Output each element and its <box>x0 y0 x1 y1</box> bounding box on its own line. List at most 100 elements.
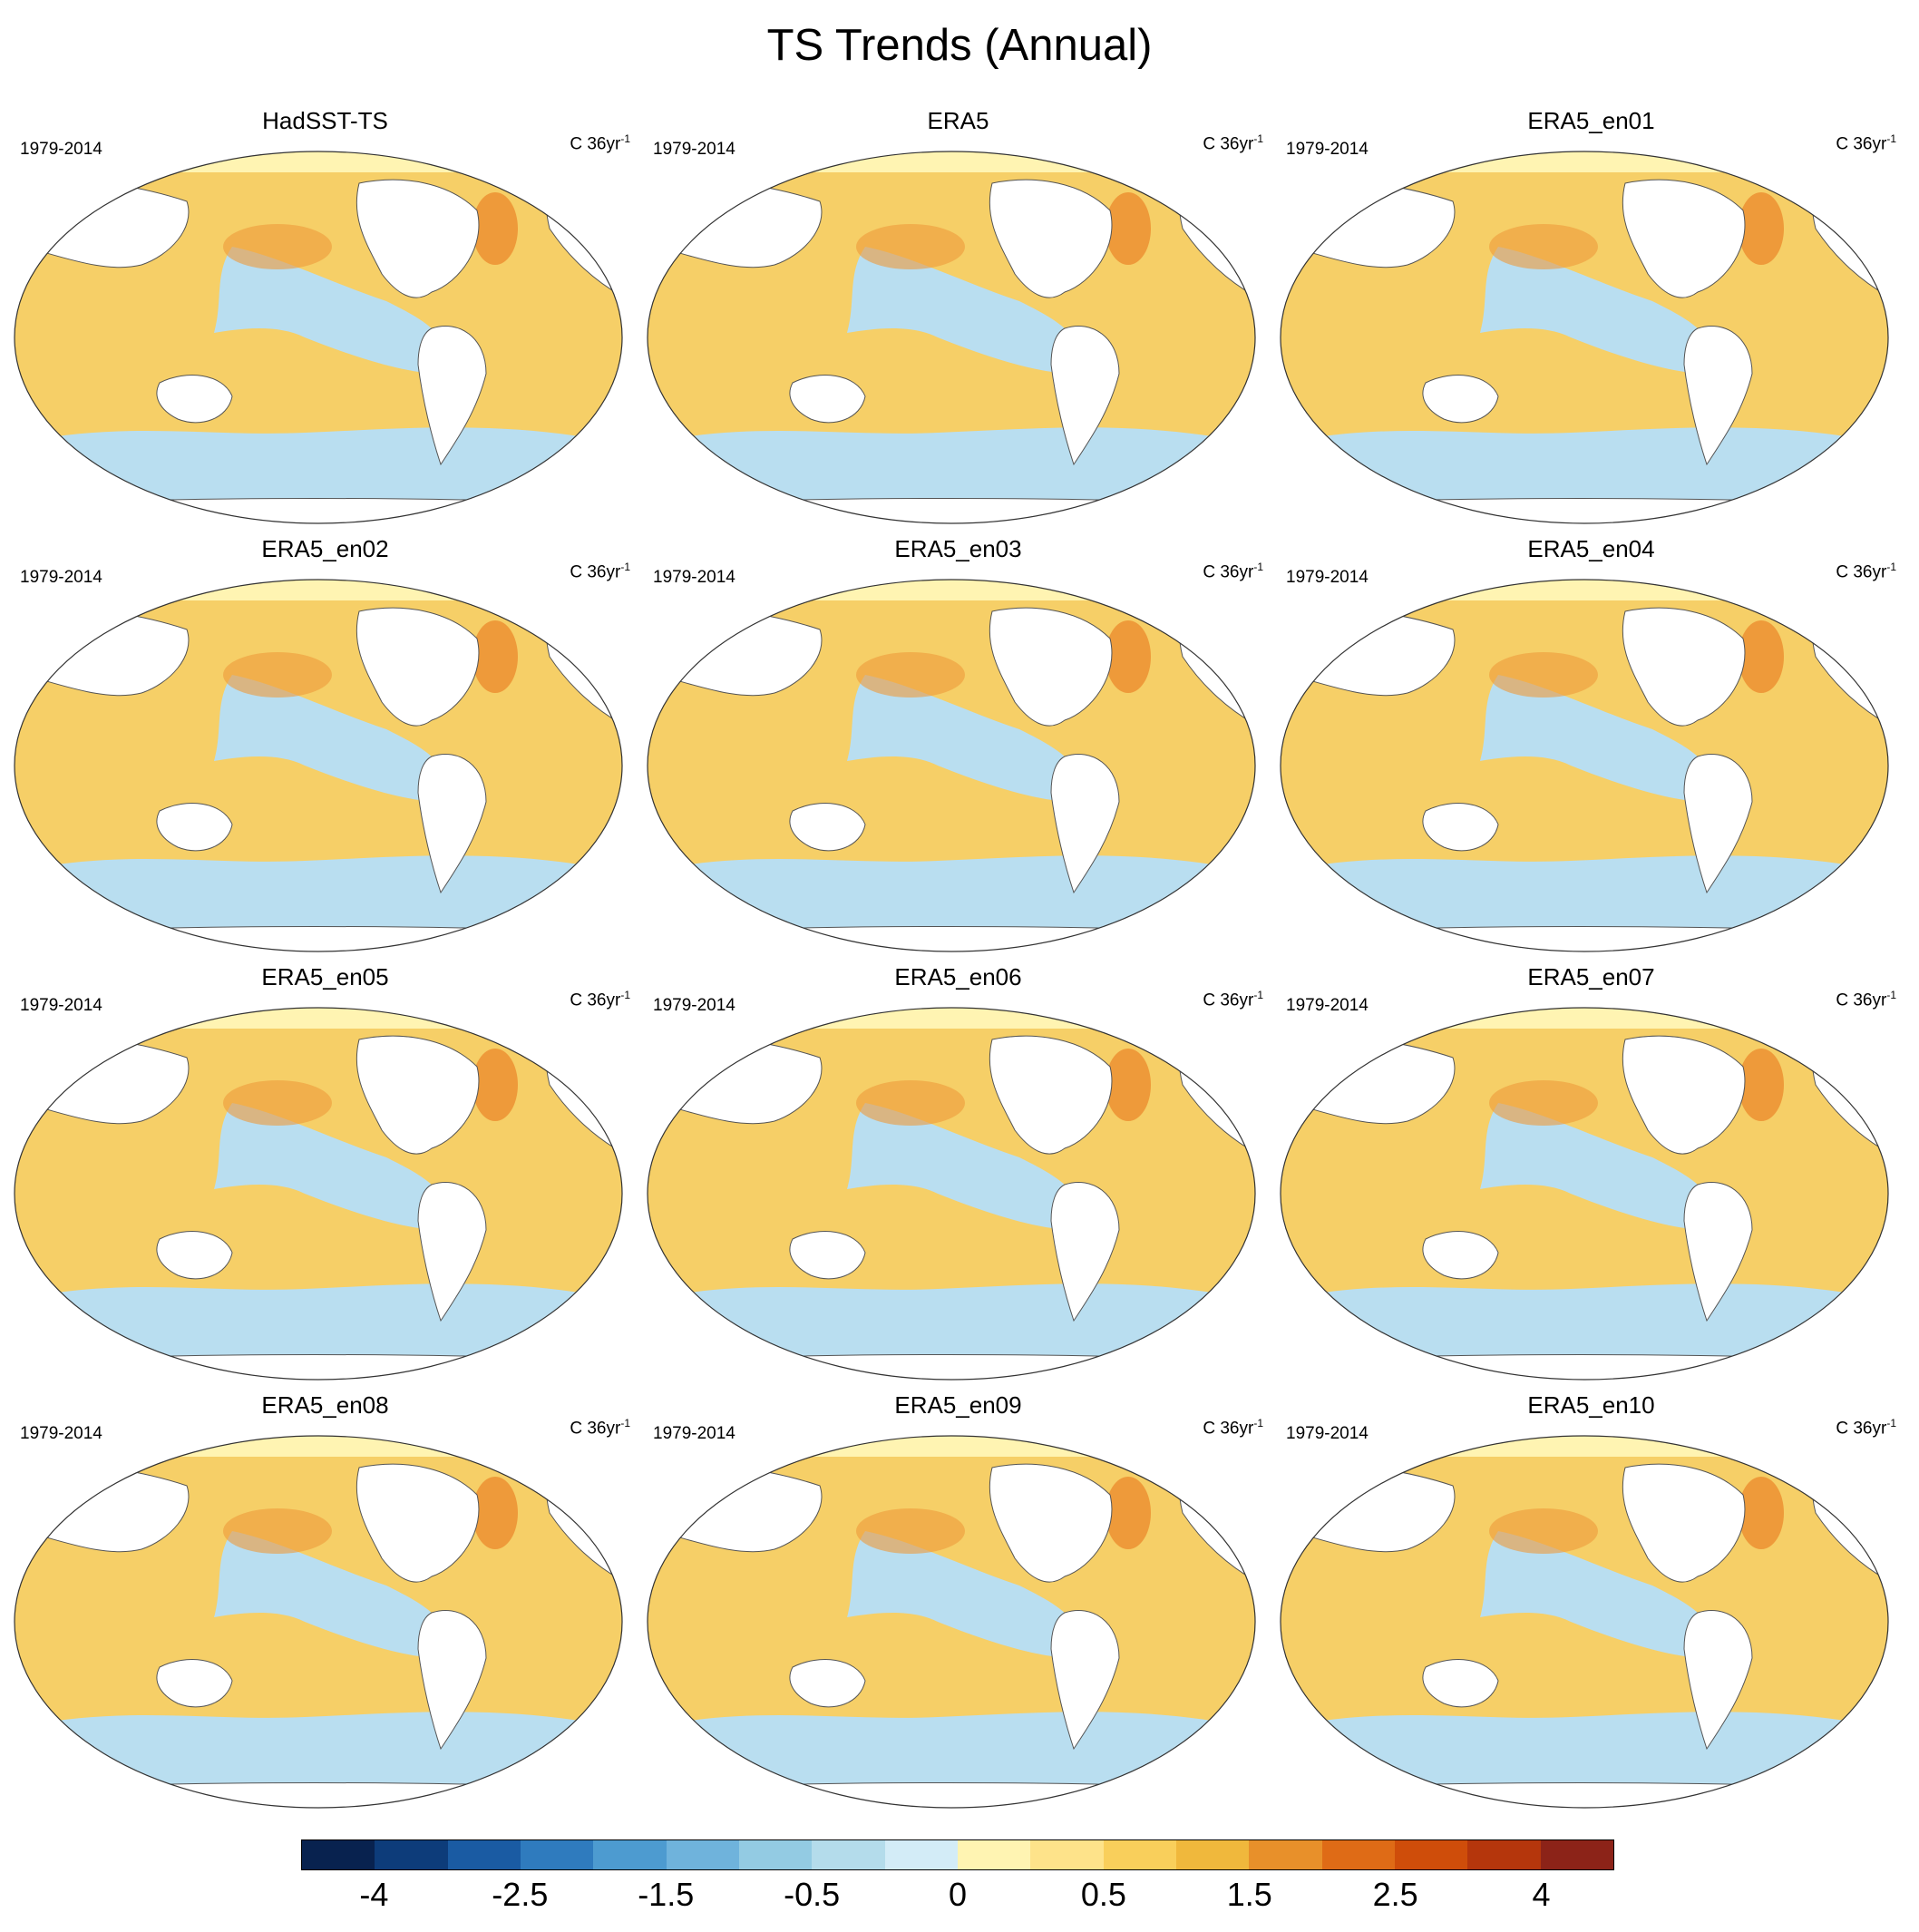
colorbar-swatch <box>1175 1840 1250 1869</box>
map-border <box>647 579 1256 952</box>
nw-pacific-warm-patch <box>1489 1508 1598 1554</box>
map-border <box>14 151 623 524</box>
colorbar-swatch <box>1030 1840 1104 1869</box>
colorbar-tick-label: 4 <box>1532 1876 1551 1913</box>
panel-title: ERA5_en03 <box>894 535 1022 562</box>
panel-units: C 36yr-1 <box>1836 132 1896 154</box>
north-atlantic-warm-patch <box>1739 1049 1784 1121</box>
map-border <box>1280 1435 1889 1809</box>
units-exponent: -1 <box>1886 1417 1896 1429</box>
pacific-cool-tongue <box>1480 1531 1712 1658</box>
north-atlantic-warm-patch <box>472 620 518 693</box>
map-panel: ERA5_en06 1979-2014 C 36yr-1 <box>638 963 1278 1390</box>
nw-pacific-warm-patch <box>1489 652 1598 698</box>
australia <box>1422 1659 1499 1708</box>
north-america <box>356 1035 480 1155</box>
panel-title: ERA5_en06 <box>894 963 1022 990</box>
north-america <box>989 1035 1113 1155</box>
australia <box>156 1659 233 1708</box>
panel-units: C 36yr-1 <box>1203 132 1263 154</box>
map-border <box>1280 1007 1889 1381</box>
panel-period: 1979-2014 <box>653 568 735 587</box>
north-america <box>1622 179 1746 298</box>
panel-period: 1979-2014 <box>1286 140 1369 159</box>
panel-title: ERA5_en07 <box>1527 963 1655 990</box>
map-panel: ERA5_en09 1979-2014 C 36yr-1 <box>638 1391 1278 1818</box>
australia <box>156 375 233 424</box>
map-plot <box>14 1435 623 1809</box>
panel-units: C 36yr-1 <box>570 561 630 582</box>
colorbar-swatch <box>593 1840 667 1869</box>
colorbar-swatch <box>738 1840 813 1869</box>
panel-title: ERA5_en02 <box>261 535 389 562</box>
pacific-cool-tongue <box>847 675 1079 802</box>
map-plot <box>1280 151 1889 524</box>
pacific-cool-tongue <box>214 247 446 374</box>
units-text: C 36yr <box>1203 1419 1254 1439</box>
arctic-band <box>1281 1008 1888 1029</box>
panel-period: 1979-2014 <box>1286 568 1369 587</box>
panel-units: C 36yr-1 <box>1203 561 1263 582</box>
panel-period: 1979-2014 <box>653 996 735 1015</box>
units-text: C 36yr <box>1836 990 1887 1010</box>
pacific-cool-tongue <box>1480 247 1712 374</box>
map-border <box>14 1007 623 1381</box>
map-plot <box>14 579 623 952</box>
colorbar-swatch <box>957 1840 1031 1869</box>
map-plot <box>14 1007 623 1381</box>
south-america <box>417 753 487 894</box>
map-border <box>647 1007 1256 1381</box>
map-panel: ERA5_en08 1979-2014 C 36yr-1 <box>5 1391 645 1818</box>
north-america <box>1622 1035 1746 1155</box>
panel-units: C 36yr-1 <box>1836 989 1896 1010</box>
south-america <box>1050 325 1120 466</box>
units-exponent: -1 <box>1253 989 1263 1001</box>
panel-period: 1979-2014 <box>20 140 102 159</box>
colorbar-tick-label: 0.5 <box>1080 1876 1126 1913</box>
north-atlantic-warm-patch <box>472 1477 518 1549</box>
map-border <box>14 579 623 952</box>
australia <box>156 803 233 852</box>
south-america <box>1050 753 1120 894</box>
nw-pacific-warm-patch <box>856 652 965 698</box>
panel-period: 1979-2014 <box>1286 996 1369 1015</box>
pacific-cool-tongue <box>847 247 1079 374</box>
north-atlantic-warm-patch <box>1106 192 1151 265</box>
nw-pacific-warm-patch <box>1489 224 1598 269</box>
map-panel: ERA5_en01 1979-2014 C 36yr-1 <box>1271 107 1911 533</box>
units-exponent: -1 <box>620 132 630 145</box>
pacific-cool-tongue <box>214 1103 446 1230</box>
map-panel: ERA5_en07 1979-2014 C 36yr-1 <box>1271 963 1911 1390</box>
panel-period: 1979-2014 <box>20 1424 102 1443</box>
south-america <box>1050 1609 1120 1751</box>
units-text: C 36yr <box>1836 562 1887 582</box>
panel-title: ERA5_en10 <box>1527 1391 1655 1419</box>
colorbar-swatch <box>1394 1840 1468 1869</box>
colorbar-swatch <box>1540 1840 1613 1869</box>
arctic-band <box>1281 151 1888 172</box>
north-atlantic-warm-patch <box>1106 620 1151 693</box>
arctic-band <box>15 1008 622 1029</box>
panel-title: HadSST-TS <box>262 107 388 134</box>
colorbar-swatch <box>375 1840 448 1869</box>
arctic-band <box>648 151 1255 172</box>
map-plot <box>647 579 1256 952</box>
colorbar <box>301 1839 1614 1870</box>
south-america <box>1683 325 1753 466</box>
north-america <box>1622 607 1746 727</box>
north-america <box>356 607 480 727</box>
nw-pacific-warm-patch <box>1489 1080 1598 1126</box>
units-text: C 36yr <box>1836 134 1887 154</box>
map-panel: ERA5_en02 1979-2014 C 36yr-1 <box>5 535 645 961</box>
arctic-band <box>648 580 1255 600</box>
map-plot <box>647 1435 1256 1809</box>
colorbar-swatch <box>812 1840 885 1869</box>
colorbar-tick-label: -2.5 <box>492 1876 549 1913</box>
panel-title: ERA5_en01 <box>1527 107 1655 134</box>
north-atlantic-warm-patch <box>472 1049 518 1121</box>
arctic-band <box>648 1436 1255 1457</box>
nw-pacific-warm-patch <box>856 1508 965 1554</box>
arctic-band <box>648 1008 1255 1029</box>
australia <box>789 1231 866 1280</box>
australia <box>156 1231 233 1280</box>
